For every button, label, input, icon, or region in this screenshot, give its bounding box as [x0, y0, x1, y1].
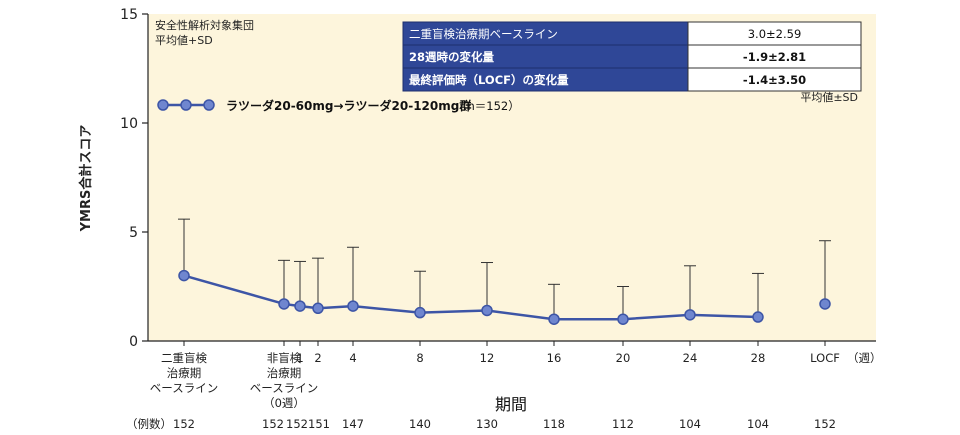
table-value: -1.4±3.50 — [743, 73, 806, 87]
n-value: 112 — [612, 417, 634, 431]
legend-marker — [180, 99, 192, 111]
y-tick-label: 15 — [120, 7, 138, 23]
n-value: 151 — [308, 417, 330, 431]
data-point — [347, 300, 359, 312]
x-tick-label: 1 — [296, 351, 303, 365]
table-value: -1.9±2.81 — [743, 50, 806, 64]
table-value-cell — [687, 67, 862, 92]
x-tick-label: 4 — [349, 351, 356, 365]
legend-n: （n＝152） — [456, 99, 520, 113]
x-tick-label: ベースライン — [150, 381, 218, 395]
week-unit: （週） — [847, 351, 882, 365]
x-tick-label: 治療期 — [267, 366, 302, 380]
y-tick-label: 5 — [129, 225, 138, 241]
n-value: 140 — [409, 417, 431, 431]
data-point — [294, 300, 306, 312]
table-label: 二重盲検治療期ベースライン — [409, 27, 558, 41]
stat-note: 平均値+SD — [155, 34, 213, 47]
table-value: 3.0±2.59 — [748, 27, 802, 41]
x-axis-label: 期間 — [495, 395, 527, 414]
y-tick-label: 0 — [129, 334, 138, 350]
x-tick-label: 28 — [751, 351, 766, 365]
table-label: 28週時の変化量 — [409, 50, 495, 64]
n-value: 118 — [543, 417, 565, 431]
x-tick-label: LOCF — [810, 351, 840, 365]
x-tick-label: 12 — [480, 351, 495, 365]
data-point — [617, 313, 629, 325]
x-tick-label: 8 — [416, 351, 423, 365]
x-tick-label: 治療期 — [167, 366, 202, 380]
x-tick-label: 非盲検 — [267, 351, 302, 365]
n-value: 152 — [262, 417, 284, 431]
population-note: 安全性解析対象集団 — [155, 18, 254, 32]
data-point — [414, 306, 426, 319]
data-point — [278, 298, 290, 310]
x-tick-label: 24 — [683, 351, 698, 365]
x-tick-label: 二重盲検 — [161, 351, 207, 365]
data-point — [178, 269, 190, 282]
n-value: 104 — [747, 417, 769, 431]
table-note: 平均値±SD — [800, 91, 858, 104]
x-tick-label: ベースライン — [250, 381, 318, 395]
n-value: 152 — [173, 417, 195, 431]
data-point — [819, 298, 831, 310]
x-tick-label: 16 — [547, 351, 562, 365]
y-tick-label: 10 — [120, 116, 138, 132]
legend-series-name: ラツーダ20-60mg→ラツーダ20-120mg群 — [226, 98, 471, 113]
y-axis-label: YMRS合計スコア — [78, 125, 94, 233]
data-point — [312, 302, 324, 315]
n-row-label: （例数） — [126, 417, 172, 431]
n-value: 147 — [342, 417, 364, 431]
x-tick-label: 20 — [616, 351, 631, 365]
table-label: 最終評価時（LOCF）の変化量 — [409, 73, 569, 87]
n-value: 152 — [814, 417, 836, 431]
data-point — [481, 304, 493, 317]
x-tick-label: （0週） — [263, 396, 305, 410]
n-value: 152 — [286, 417, 308, 431]
legend-marker — [203, 99, 215, 111]
x-tick-label: 2 — [314, 351, 321, 365]
data-point — [752, 311, 764, 323]
data-point — [684, 309, 696, 321]
legend-marker — [157, 99, 169, 111]
n-value: 104 — [679, 417, 701, 431]
data-point — [548, 313, 560, 325]
n-value: 130 — [476, 417, 498, 431]
